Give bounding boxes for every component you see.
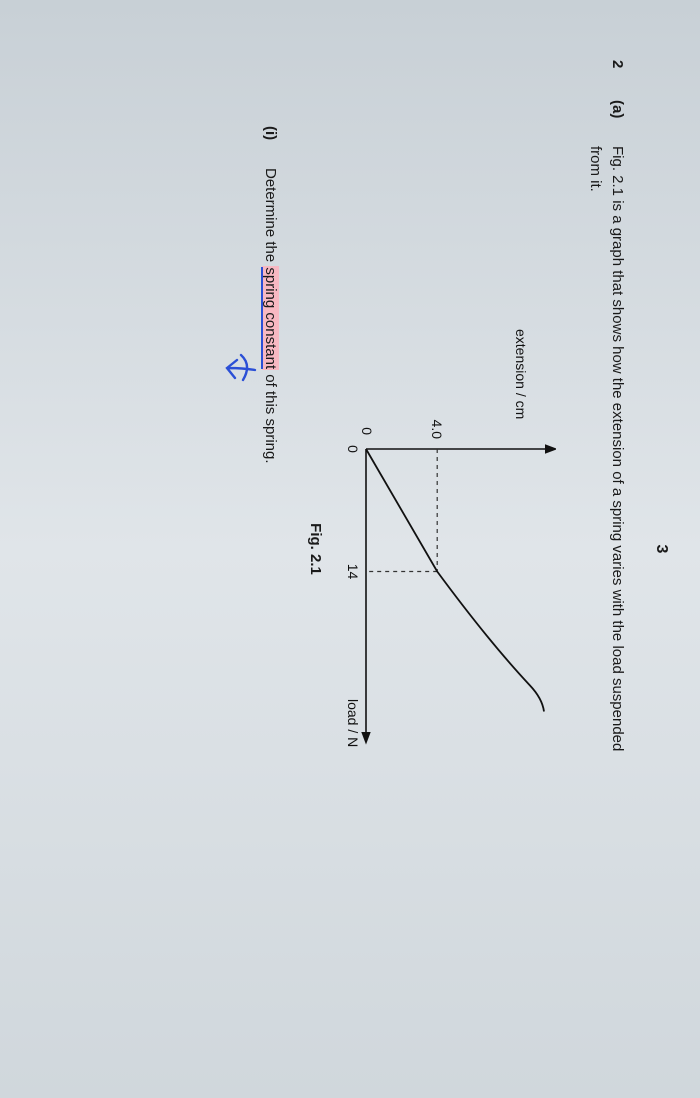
sub-question-row: (i) Determine the spring constant of thi…: [262, 126, 280, 1038]
svg-text:extension / cm: extension / cm: [514, 329, 530, 419]
chart-container: extension / cm 0 0 4.0 14 load / N: [337, 60, 557, 1038]
arrow-icon: [208, 340, 258, 400]
question-part-letter: (a): [585, 100, 629, 126]
sub-q-suffix: of this spring.: [263, 370, 280, 463]
highlight-spring-constant: spring constant: [263, 266, 280, 370]
question-text: Fig. 2.1 is a graph that shows how the e…: [585, 146, 629, 1038]
svg-text:0: 0: [346, 445, 362, 453]
svg-text:4.0: 4.0: [430, 420, 446, 440]
question-row: 2 (a) Fig. 2.1 is a graph that shows how…: [585, 60, 629, 1038]
sub-question-text: Determine the spring constant of this sp…: [262, 168, 280, 464]
figure-caption: Fig. 2.1: [308, 60, 325, 1038]
question-number: 2: [585, 60, 629, 80]
page-number: 3: [652, 60, 670, 1038]
svg-text:load / N: load / N: [346, 699, 362, 747]
sub-question-number: (i): [262, 126, 280, 150]
question-line2: from it.: [587, 146, 604, 192]
extension-load-chart: extension / cm 0 0 4.0 14 load / N: [337, 319, 557, 779]
underline-annotation: spring constant: [262, 267, 279, 369]
handwritten-arrow: [218, 60, 258, 1038]
sub-q-prefix: Determine the: [263, 168, 280, 266]
svg-text:14: 14: [346, 564, 362, 580]
svg-text:0: 0: [360, 427, 376, 435]
question-line1: Fig. 2.1 is a graph that shows how the e…: [609, 146, 626, 751]
exam-page: 3 2 (a) Fig. 2.1 is a graph that shows h…: [0, 0, 700, 1098]
